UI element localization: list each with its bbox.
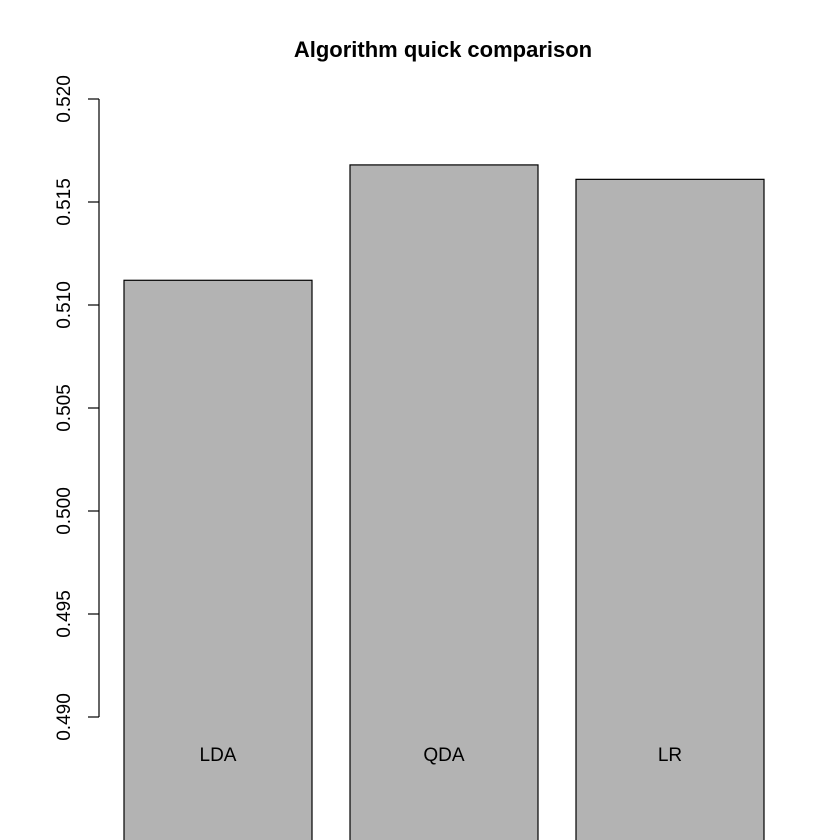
y-tick-label: 0.520 [54, 75, 75, 123]
category-label: LR [658, 745, 682, 766]
chart-title: Algorithm quick comparison [294, 37, 592, 62]
y-tick-label: 0.510 [54, 281, 75, 329]
category-label: QDA [423, 745, 465, 766]
y-tick-label: 0.500 [54, 487, 75, 535]
y-tick-label: 0.490 [54, 693, 75, 741]
y-tick-label: 0.505 [54, 384, 75, 432]
bars-layer [123, 164, 765, 840]
bar-qda [349, 164, 539, 840]
y-axis: 0.490 0.495 0.500 0.505 0.510 0.515 0.520 [54, 75, 100, 741]
bar-labels: LDA QDA LR [200, 745, 683, 766]
y-tick-label: 0.495 [54, 590, 75, 638]
y-tick-label: 0.515 [54, 178, 75, 226]
category-label: LDA [200, 745, 237, 766]
bar-lr [575, 178, 765, 840]
bar-lda [123, 279, 313, 840]
